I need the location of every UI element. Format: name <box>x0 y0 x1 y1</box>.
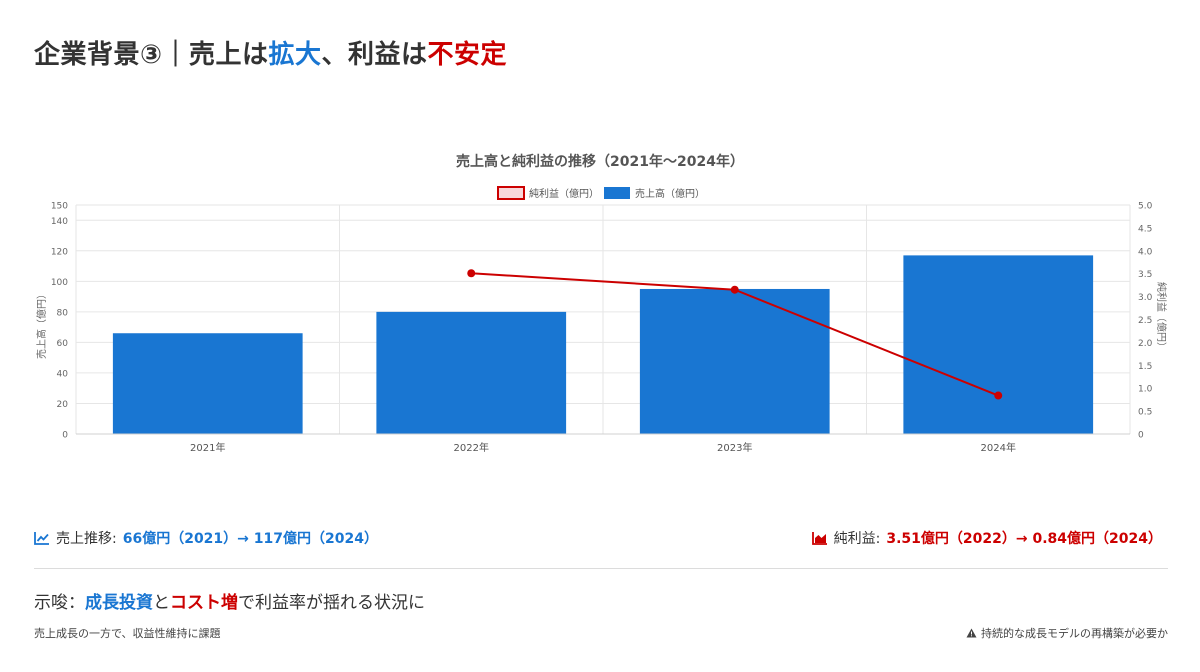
sales-trend-summary: 売上推移: 66億円（2021）→ 117億円（2024） <box>34 528 378 548</box>
y-tick-label-left: 20 <box>57 400 69 410</box>
y-tick-label-left: 120 <box>51 247 68 257</box>
sales-bar <box>639 288 830 434</box>
area-chart-icon <box>811 532 827 545</box>
profit-line-series <box>467 269 1003 400</box>
y-tick-label-right: 5.0 <box>1138 202 1153 212</box>
section-divider <box>34 568 1168 569</box>
note-left: 売上成長の一方で、収益性維持に課題 <box>34 627 221 640</box>
x-tick-label: 2021年 <box>190 441 225 454</box>
profit-point <box>994 391 1003 400</box>
y-tick-label-right: 3.0 <box>1138 293 1153 303</box>
legend-swatch-profit <box>497 186 525 200</box>
x-tick-label: 2023年 <box>717 441 752 454</box>
profit-point <box>467 269 476 278</box>
x-axis: 2021年 2022年 2023年 2024年 <box>76 433 1130 454</box>
sales-bars <box>112 255 1094 434</box>
sales-trend-value: 66億円（2021）→ 117億円（2024） <box>122 531 378 547</box>
sales-trend-label: 売上推移: <box>56 531 117 547</box>
chart-legend: 純利益（億円） 売上高（億円） <box>497 186 705 200</box>
y-axis-left-title: 売上高（億円） <box>35 289 48 359</box>
page-title: 企業背景③｜売上は拡大、利益は不安定 <box>34 34 507 71</box>
note-right-text: 持続的な成長モデルの再構築が必要か <box>981 627 1168 640</box>
sales-profit-chart: 売上高と純利益の推移（2021年〜2024年） 純利益（億円） 売上高（億円） … <box>35 153 1168 454</box>
implication-suffix: で利益率が揺れる状況に <box>238 593 425 613</box>
y-tick-label-right: 0.5 <box>1138 408 1152 418</box>
implication-text: 示唆：成長投資とコスト増で利益率が揺れる状況に <box>34 588 425 613</box>
y-tick-label-right: 4.5 <box>1138 224 1152 234</box>
sales-bar <box>903 255 1094 434</box>
profit-point <box>730 285 739 294</box>
y-tick-label-right: 4.0 <box>1138 247 1153 257</box>
implication-highlight-cost: コスト増 <box>170 593 238 613</box>
title-part1: 企業背景③｜売上は <box>34 40 269 70</box>
y-tick-label-left: 60 <box>57 339 69 349</box>
legend-label-profit: 純利益（億円） <box>529 187 599 200</box>
y-tick-label-right: 2.0 <box>1138 339 1153 349</box>
y-tick-label-left: 40 <box>57 369 69 379</box>
y-axis-right-title: 純利益（億円） <box>1155 282 1168 352</box>
title-part3: 、利益は <box>321 40 428 70</box>
sales-bar <box>376 311 567 434</box>
y-tick-label-right: 1.5 <box>1138 362 1152 372</box>
y-tick-label-left: 140 <box>51 217 68 227</box>
sales-bar <box>112 333 303 434</box>
profit-trend-summary: 純利益: 3.51億円（2022）→ 0.84億円（2024） <box>811 528 1162 548</box>
line-chart-icon <box>34 532 49 545</box>
y-axis-right: 0 0.5 1.0 1.5 2.0 2.5 3.0 3.5 4.0 4.5 5.0 <box>1138 202 1153 441</box>
profit-trend-value: 3.51億円（2022）→ 0.84億円（2024） <box>886 531 1162 547</box>
legend-label-sales: 売上高（億円） <box>635 187 705 200</box>
title-highlight-expand: 拡大 <box>268 40 322 70</box>
x-tick-label: 2024年 <box>981 441 1016 454</box>
y-axis-left: 0 20 40 60 80 100 120 140 150 <box>51 202 68 441</box>
legend-swatch-sales <box>604 187 630 199</box>
chart-title: 売上高と純利益の推移（2021年〜2024年） <box>456 153 744 170</box>
warning-icon <box>966 628 977 638</box>
title-highlight-unstable: 不安定 <box>427 40 508 70</box>
y-tick-label-right: 0 <box>1138 431 1144 441</box>
implication-prefix: 示唆： <box>34 593 85 613</box>
note-right: 持続的な成長モデルの再構築が必要か <box>966 625 1168 641</box>
y-tick-label-right: 1.0 <box>1138 385 1153 395</box>
y-tick-label-right: 3.5 <box>1138 270 1152 280</box>
y-tick-label-right: 2.5 <box>1138 316 1152 326</box>
implication-mid: と <box>153 593 170 613</box>
y-tick-label-left: 150 <box>51 202 68 212</box>
x-tick-label: 2022年 <box>454 441 489 454</box>
y-tick-label-left: 100 <box>51 278 68 288</box>
y-tick-label-left: 80 <box>57 308 69 318</box>
implication-highlight-investment: 成長投資 <box>85 593 153 613</box>
y-tick-label-left: 0 <box>62 431 68 441</box>
profit-trend-label: 純利益: <box>833 531 881 547</box>
